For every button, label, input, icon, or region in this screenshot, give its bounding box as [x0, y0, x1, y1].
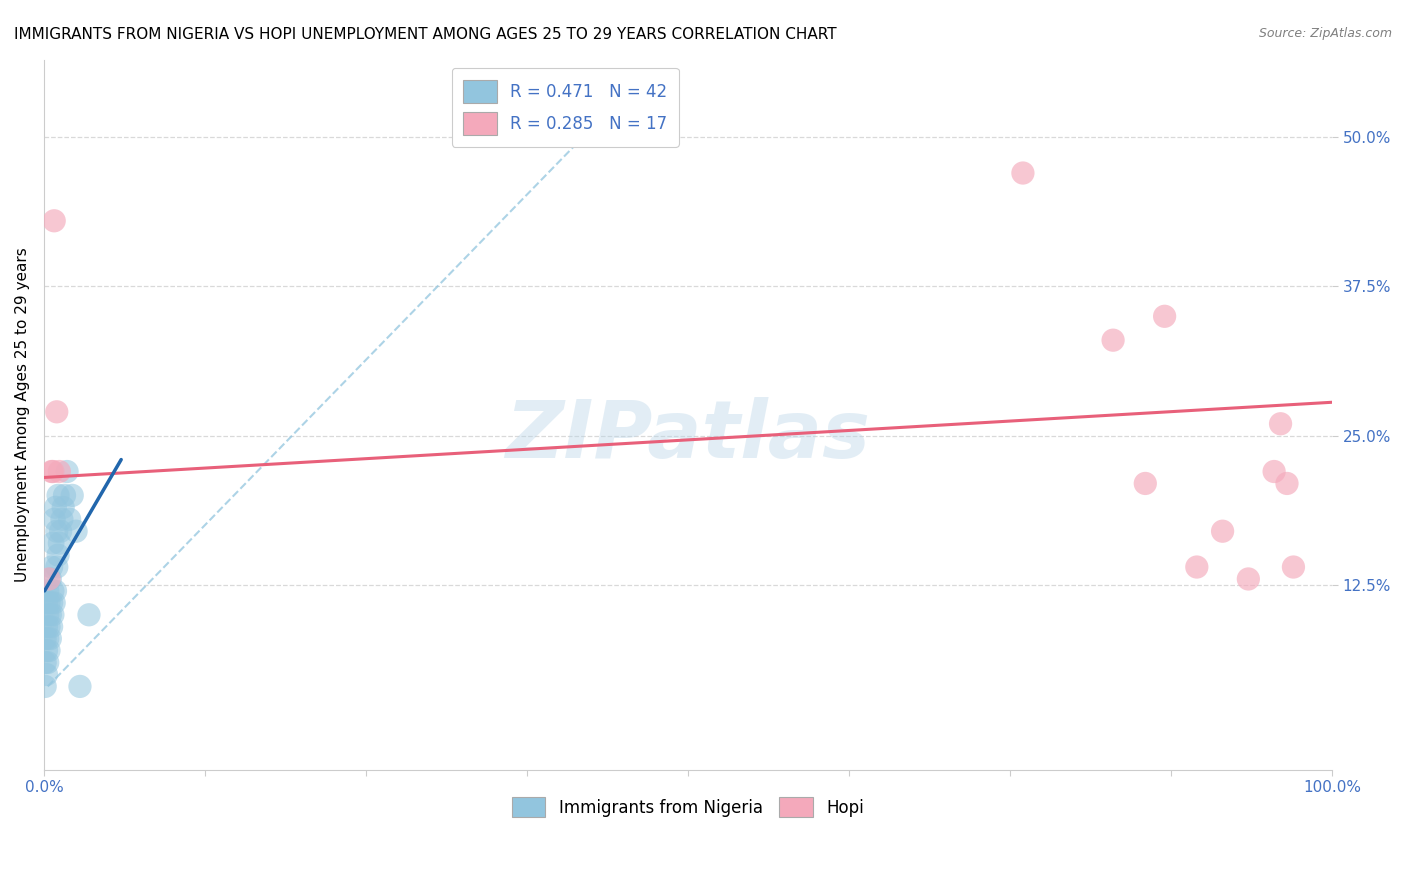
Point	[44, 596, 66, 610]
Point	[49, 524, 72, 539]
Point	[56, 465, 79, 479]
Point	[41, 560, 63, 574]
Point	[60, 488, 83, 502]
Point	[77, 607, 100, 622]
Text: IMMIGRANTS FROM NIGERIA VS HOPI UNEMPLOYMENT AMONG AGES 25 TO 29 YEARS CORRELATI: IMMIGRANTS FROM NIGERIA VS HOPI UNEMPLOY…	[14, 27, 837, 42]
Point	[34, 632, 56, 646]
Point	[34, 656, 56, 670]
Point	[39, 607, 62, 622]
Point	[1212, 524, 1234, 539]
Point	[35, 596, 58, 610]
Point	[46, 488, 69, 502]
Point	[1270, 417, 1292, 431]
Point	[42, 536, 65, 550]
Point	[69, 680, 91, 694]
Point	[48, 536, 70, 550]
Point	[1237, 572, 1260, 586]
Point	[42, 465, 65, 479]
Text: Source: ZipAtlas.com: Source: ZipAtlas.com	[1258, 27, 1392, 40]
Point	[39, 632, 62, 646]
Point	[35, 643, 58, 657]
Point	[44, 512, 66, 526]
Point	[41, 465, 63, 479]
Point	[34, 680, 56, 694]
Point	[44, 214, 66, 228]
Point	[37, 632, 59, 646]
Point	[38, 572, 60, 586]
Point	[52, 500, 75, 515]
Point	[42, 583, 65, 598]
Point	[1282, 560, 1305, 574]
Point	[59, 512, 82, 526]
Point	[1153, 310, 1175, 324]
Point	[44, 500, 66, 515]
Point	[1275, 476, 1298, 491]
Point	[35, 667, 58, 681]
Point	[41, 620, 63, 634]
Point	[65, 524, 87, 539]
Point	[1135, 476, 1157, 491]
Point	[38, 620, 60, 634]
Point	[38, 596, 60, 610]
Point	[37, 656, 59, 670]
Point	[45, 405, 67, 419]
Point	[35, 620, 58, 634]
Point	[51, 512, 73, 526]
Point	[39, 572, 62, 586]
Point	[1102, 333, 1125, 347]
Point	[44, 583, 66, 598]
Point	[42, 607, 65, 622]
Point	[46, 548, 69, 562]
Point	[45, 524, 67, 539]
Point	[53, 488, 76, 502]
Point	[1012, 166, 1035, 180]
Point	[1185, 560, 1208, 574]
Point	[37, 583, 59, 598]
Text: ZIPatlas: ZIPatlas	[506, 397, 870, 475]
Point	[1263, 465, 1285, 479]
Point	[48, 465, 70, 479]
Point	[45, 560, 67, 574]
Point	[37, 607, 59, 622]
Point	[38, 643, 60, 657]
Point	[41, 596, 63, 610]
Legend: Immigrants from Nigeria, Hopi: Immigrants from Nigeria, Hopi	[503, 789, 872, 826]
Y-axis label: Unemployment Among Ages 25 to 29 years: Unemployment Among Ages 25 to 29 years	[15, 247, 30, 582]
